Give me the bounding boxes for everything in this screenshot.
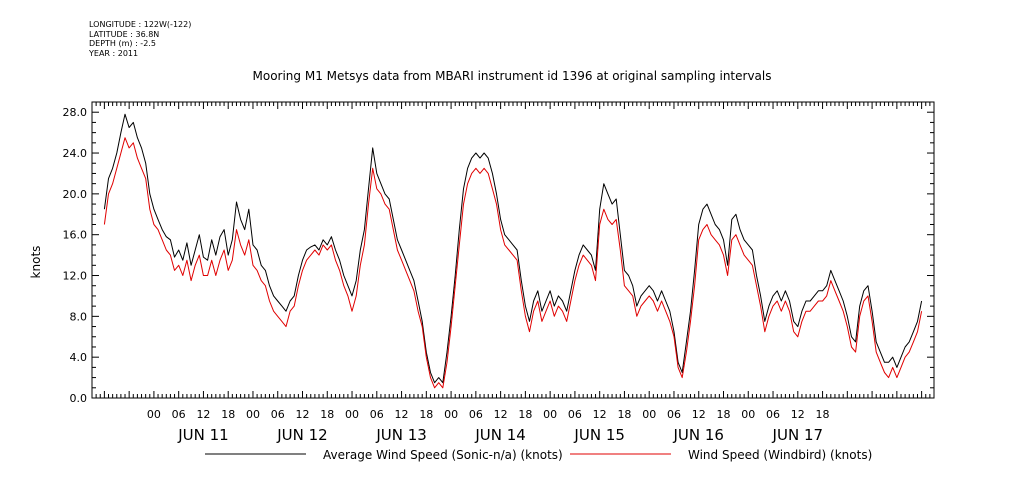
x-hour-label: 18: [717, 408, 731, 421]
x-hour-label: 12: [494, 408, 508, 421]
x-hour-label: 00: [741, 408, 755, 421]
chart-title: Mooring M1 Metsys data from MBARI instru…: [253, 69, 772, 83]
legend: Average Wind Speed (Sonic-n/a) (knots) W…: [205, 448, 872, 462]
x-day-label: JUN 17: [772, 426, 823, 444]
x-hour-label: 12: [791, 408, 805, 421]
y-tick-label: 0.0: [70, 392, 88, 405]
series-line-sonic: [103, 113, 923, 384]
y-tick-label: 16.0: [63, 229, 88, 242]
x-hour-label: 00: [444, 408, 458, 421]
x-day-label: JUN 11: [177, 426, 228, 444]
x-hour-label: 18: [320, 408, 334, 421]
y-tick-label: 28.0: [63, 106, 88, 119]
x-hour-label: 00: [246, 408, 260, 421]
x-day-label: JUN 16: [672, 426, 723, 444]
legend-label-sonic: Average Wind Speed (Sonic-n/a) (knots): [323, 448, 563, 462]
y-axis: 0.0 4.0 8.0 12.0 16.0 20.0 24.0 28.0: [63, 101, 934, 405]
x-hour-label: 06: [766, 408, 780, 421]
x-hour-label: 06: [271, 408, 285, 421]
y-tick-label: 20.0: [63, 188, 88, 201]
x-hour-label: 12: [692, 408, 706, 421]
x-hour-label: 06: [370, 408, 384, 421]
x-hour-label: 12: [395, 408, 409, 421]
x-day-label: JUN 15: [573, 426, 624, 444]
x-hour-label: 12: [196, 408, 210, 421]
meta-longitude: LONGITUDE : 122W(-122): [89, 20, 192, 29]
x-day-label: JUN 13: [375, 426, 426, 444]
y-tick-label: 24.0: [63, 147, 88, 160]
x-hour-label: 00: [147, 408, 161, 421]
x-hour-label: 12: [593, 408, 607, 421]
mooring-metadata: LONGITUDE : 122W(-122) LATITUDE : 36.8N …: [89, 20, 191, 58]
y-axis-label: knots: [29, 246, 43, 279]
x-hour-label: 18: [518, 408, 532, 421]
x-hour-label: 18: [419, 408, 433, 421]
x-hour-label: 00: [345, 408, 359, 421]
y-tick-label: 12.0: [63, 270, 88, 283]
plot-frame: [91, 101, 935, 399]
series-line-windbird: [103, 137, 923, 389]
x-hour-label: 06: [172, 408, 186, 421]
series-lines: [103, 113, 923, 389]
x-hour-label: 06: [568, 408, 582, 421]
x-hour-label: 00: [543, 408, 557, 421]
x-day-label: JUN 14: [474, 426, 525, 444]
meta-latitude: LATITUDE : 36.8N: [89, 29, 160, 39]
x-axis: 00 06 12 18 00 06 12 18 00 06 12 18 00 06 12 18 00 06 12 18…: [91, 102, 935, 444]
meta-depth: DEPTH (m) : -2.5: [89, 39, 156, 48]
x-hour-label: 12: [296, 408, 310, 421]
y-tick-label: 4.0: [70, 351, 88, 364]
x-day-label: JUN 12: [276, 426, 327, 444]
legend-label-windbird: Wind Speed (Windbird) (knots): [688, 448, 872, 462]
x-hour-label: 18: [617, 408, 631, 421]
x-hour-label: 18: [221, 408, 235, 421]
meta-year: YEAR : 2011: [89, 48, 139, 58]
x-hour-label: 00: [642, 408, 656, 421]
x-hour-label: 18: [816, 408, 830, 421]
x-hour-label: 06: [667, 408, 681, 421]
y-tick-label: 8.0: [70, 310, 88, 323]
x-hour-label: 06: [469, 408, 483, 421]
